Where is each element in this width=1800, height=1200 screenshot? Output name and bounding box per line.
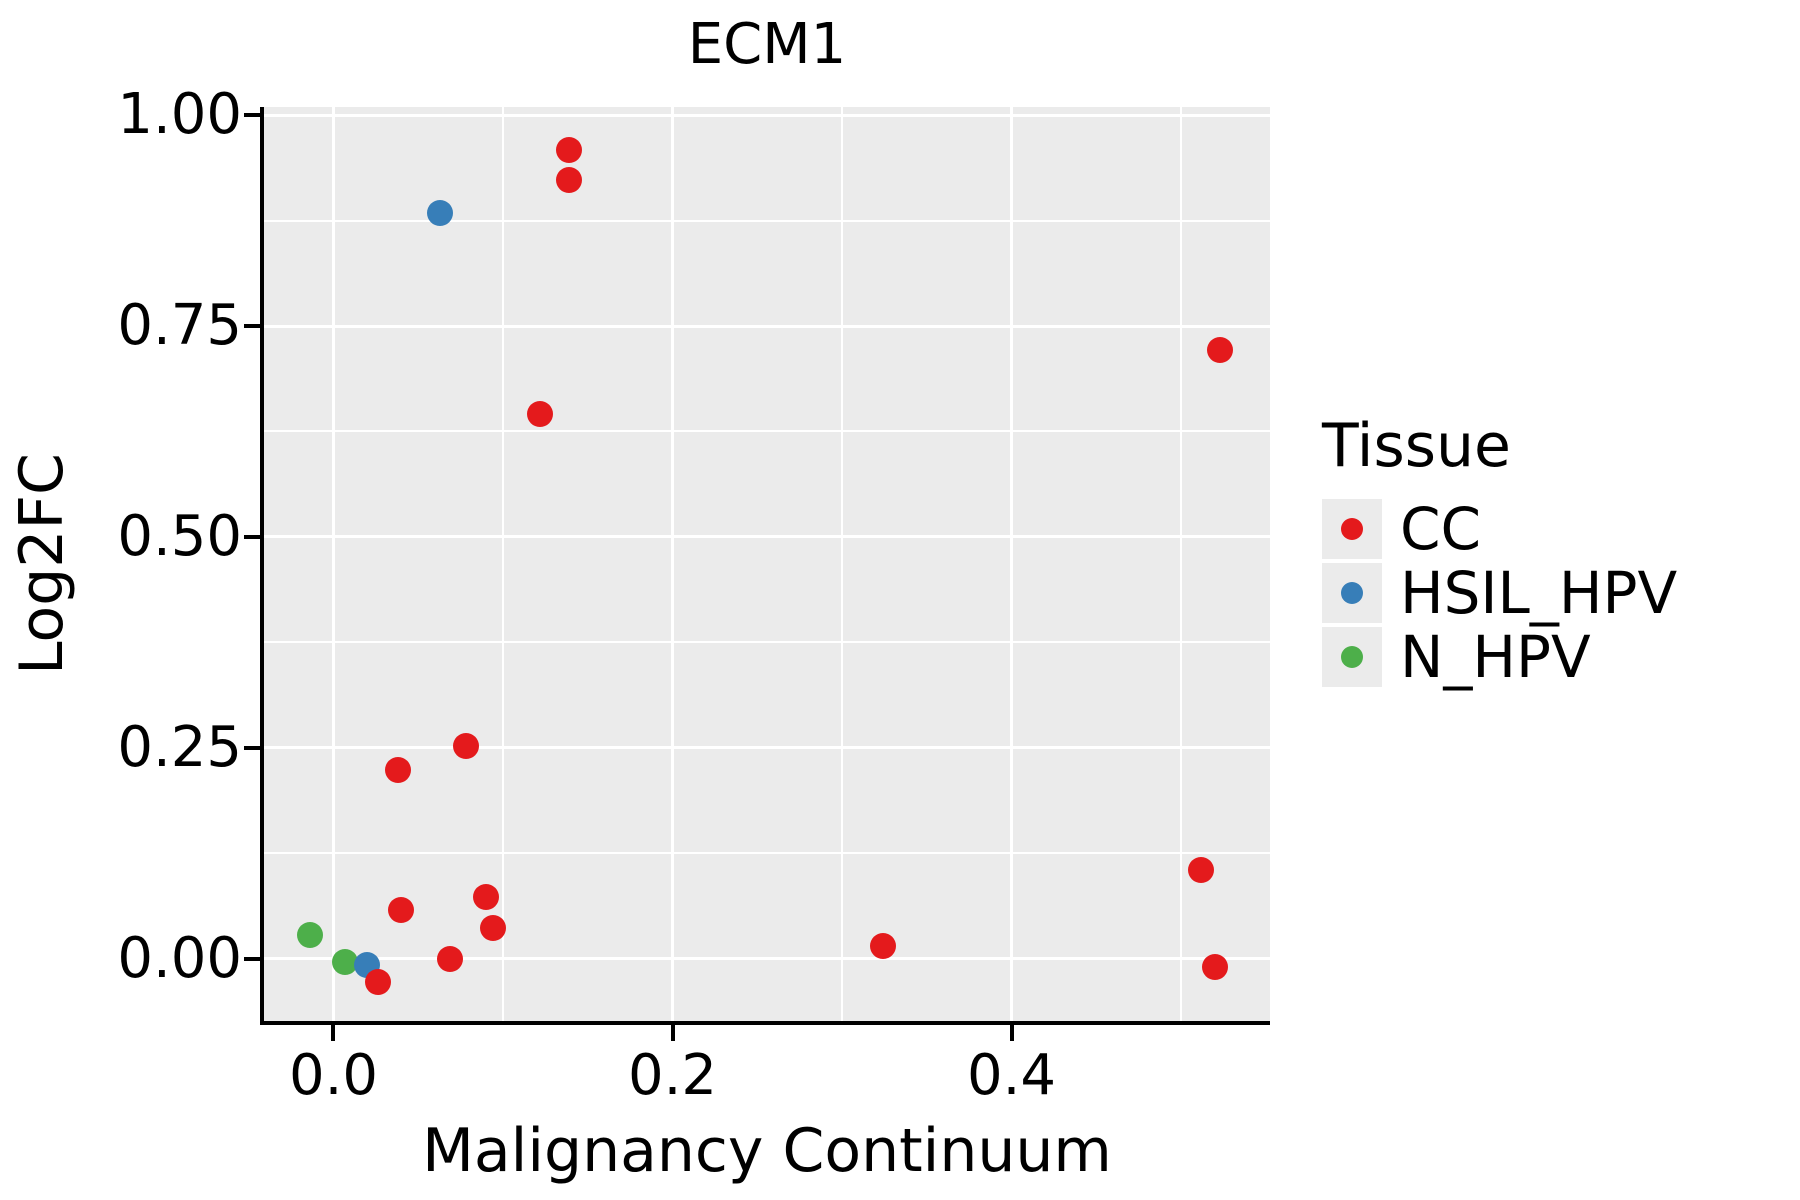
y-tick-mark	[244, 745, 260, 750]
y-gridline	[264, 535, 1270, 539]
data-point-cc	[388, 897, 415, 924]
plot-panel	[264, 107, 1270, 1021]
x-tick-mark	[331, 1025, 336, 1041]
y-tick-mark	[244, 534, 260, 539]
legend-label-n-hpv: N_HPV	[1400, 623, 1591, 691]
legend-label-hsil-hpv: HSIL_HPV	[1400, 559, 1678, 627]
data-point-cc	[1188, 856, 1215, 883]
y-gridline	[264, 324, 1270, 328]
legend-item-cc: CC	[1322, 499, 1677, 559]
cc-dot-icon	[1341, 518, 1363, 540]
n-hpv-dot-icon	[1341, 646, 1363, 668]
x-gridline	[1010, 107, 1013, 1021]
y-gridline	[264, 113, 1270, 117]
y-tick-label: 0.25	[117, 714, 242, 780]
plot-title: ECM1	[687, 12, 847, 77]
data-point-cc	[473, 884, 500, 911]
data-point-cc	[556, 167, 583, 193]
x-gridline	[331, 107, 335, 1021]
y-tick-mark	[244, 956, 260, 961]
x-tick-label: 0.0	[288, 1043, 379, 1108]
y-gridline	[264, 746, 1270, 750]
legend-key-cc	[1322, 499, 1382, 559]
x-gridline	[841, 107, 843, 1021]
x-gridline	[1180, 107, 1182, 1021]
data-point-cc	[364, 968, 391, 995]
y-gridline	[264, 219, 1270, 222]
legend-key-n-hpv	[1322, 627, 1382, 687]
hsil-hpv-dot-icon	[1341, 582, 1363, 604]
x-tick-mark	[670, 1025, 675, 1041]
x-gridline	[501, 107, 504, 1021]
y-tick-label: 1.00	[117, 82, 242, 148]
x-tick-label: 0.2	[627, 1043, 718, 1108]
data-point-cc	[452, 733, 479, 760]
y-tick-label: 0.50	[117, 503, 242, 569]
y-tick-mark	[244, 324, 260, 328]
y-axis-line	[260, 107, 264, 1025]
data-point-cc	[1206, 336, 1233, 363]
data-point-n_hpv	[332, 949, 359, 976]
legend-item-hsil-hpv: HSIL_HPV	[1322, 563, 1677, 623]
data-point-cc	[437, 945, 464, 972]
data-point-n_hpv	[296, 922, 323, 949]
y-gridline	[264, 430, 1270, 433]
data-point-cc	[479, 914, 506, 941]
data-point-cc	[556, 136, 583, 163]
data-point-cc	[869, 933, 896, 960]
legend-label-cc: CC	[1400, 495, 1481, 563]
legend-item-n-hpv: N_HPV	[1322, 627, 1677, 687]
data-point-cc	[1201, 953, 1228, 980]
x-gridline	[671, 107, 674, 1021]
y-tick-label: 0.00	[117, 925, 242, 991]
data-point-cc	[527, 400, 554, 427]
data-point-cc	[384, 756, 411, 783]
y-gridline	[264, 957, 1270, 961]
x-tick-label: 0.4	[966, 1043, 1057, 1108]
y-gridline	[264, 852, 1270, 855]
y-axis-title: Log2FC	[7, 453, 77, 675]
legend-key-hsil-hpv	[1322, 563, 1382, 623]
x-tick-mark	[1009, 1025, 1014, 1041]
y-tick-label: 0.75	[117, 293, 242, 358]
legend: Tissue CC HSIL_HPV N_HPV	[1322, 412, 1677, 691]
y-gridline	[264, 641, 1270, 644]
data-point-hsil_hpv	[427, 199, 454, 226]
y-tick-mark	[244, 113, 260, 118]
legend-title: Tissue	[1322, 411, 1511, 481]
x-axis-title: Malignancy Continuum	[422, 1116, 1112, 1186]
x-axis-line	[260, 1021, 1270, 1025]
